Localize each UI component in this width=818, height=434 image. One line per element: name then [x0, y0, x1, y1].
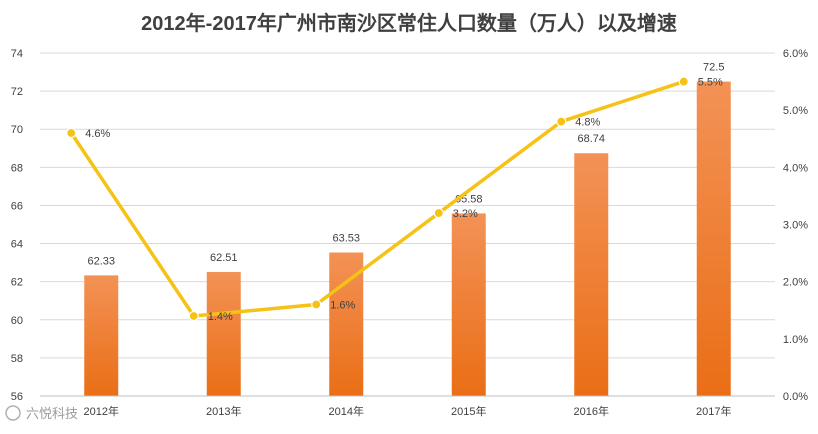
line-point-label: 1.4% [208, 311, 233, 323]
right-tick-label: 1.0% [783, 334, 808, 346]
x-tick-label: 2014年 [329, 404, 364, 418]
x-axis: 2012年 2013年 2014年 2015年 2016年 2017年 [40, 395, 775, 418]
bar-series [84, 81, 731, 396]
bar [329, 252, 364, 396]
watermark: 六悦科技 [5, 405, 78, 421]
grid-lines [40, 52, 775, 397]
line-point-label: 5.5% [698, 77, 723, 89]
bar [451, 213, 486, 396]
line-point [188, 310, 199, 322]
left-tick-label: 58 [11, 353, 23, 365]
x-tick-label: 2016年 [574, 404, 609, 418]
line-point-label: 1.6% [330, 300, 355, 312]
watermark-logo-icon [5, 405, 21, 421]
line-point [556, 116, 567, 127]
x-tick-label: 2012年 [84, 404, 119, 418]
right-tick-label: 0.0% [783, 391, 808, 403]
bar [574, 153, 609, 396]
line-point [678, 76, 689, 87]
left-tick-label: 68 [11, 162, 23, 174]
left-tick-label: 72 [11, 86, 23, 98]
left-tick-label: 70 [11, 124, 23, 136]
line-point-label: 4.6% [85, 128, 110, 140]
x-tick-label: 2015年 [451, 404, 486, 418]
line-point [433, 207, 444, 219]
left-tick-label: 62 [11, 277, 23, 289]
bar-value-label: 68.74 [577, 133, 605, 145]
left-tick-label: 74 [11, 48, 23, 60]
bar-value-label: 62.51 [210, 252, 238, 264]
x-tick-label: 2017年 [696, 404, 731, 418]
left-axis: 56 58 60 62 64 66 68 70 72 74 [11, 48, 23, 403]
left-tick-label: 64 [11, 239, 23, 251]
right-tick-label: 5.0% [783, 105, 808, 117]
line-point [66, 127, 77, 139]
watermark-text: 六悦科技 [26, 406, 78, 421]
right-tick-label: 3.0% [783, 220, 808, 232]
bar-value-label: 63.53 [332, 233, 360, 245]
line-point-label: 3.2% [453, 208, 478, 220]
bar [84, 275, 119, 396]
bar-value-label: 62.33 [87, 255, 115, 267]
right-axis: 0.0% 1.0% 2.0% 3.0% 4.0% 5.0% 6.0% [783, 48, 808, 403]
bar-value-label: 72.5 [703, 62, 724, 74]
line-path [69, 79, 686, 318]
right-tick-label: 4.0% [783, 162, 808, 174]
left-tick-label: 56 [11, 391, 23, 403]
bar [206, 271, 241, 396]
bar [696, 81, 731, 396]
right-tick-label: 6.0% [783, 48, 808, 60]
chart-title: 2012年-2017年广州市南沙区常住人口数量（万人）以及增速 [141, 11, 677, 35]
line-point-label: 4.8% [575, 117, 600, 129]
x-tick-label: 2013年 [206, 404, 241, 418]
left-tick-label: 66 [11, 200, 23, 212]
left-tick-label: 60 [11, 315, 23, 327]
line-series: 4.6% 1.4% 1.6% 3.2% 4.8% 5.5% [66, 76, 723, 323]
right-tick-label: 2.0% [783, 277, 808, 289]
line-point [311, 299, 322, 310]
